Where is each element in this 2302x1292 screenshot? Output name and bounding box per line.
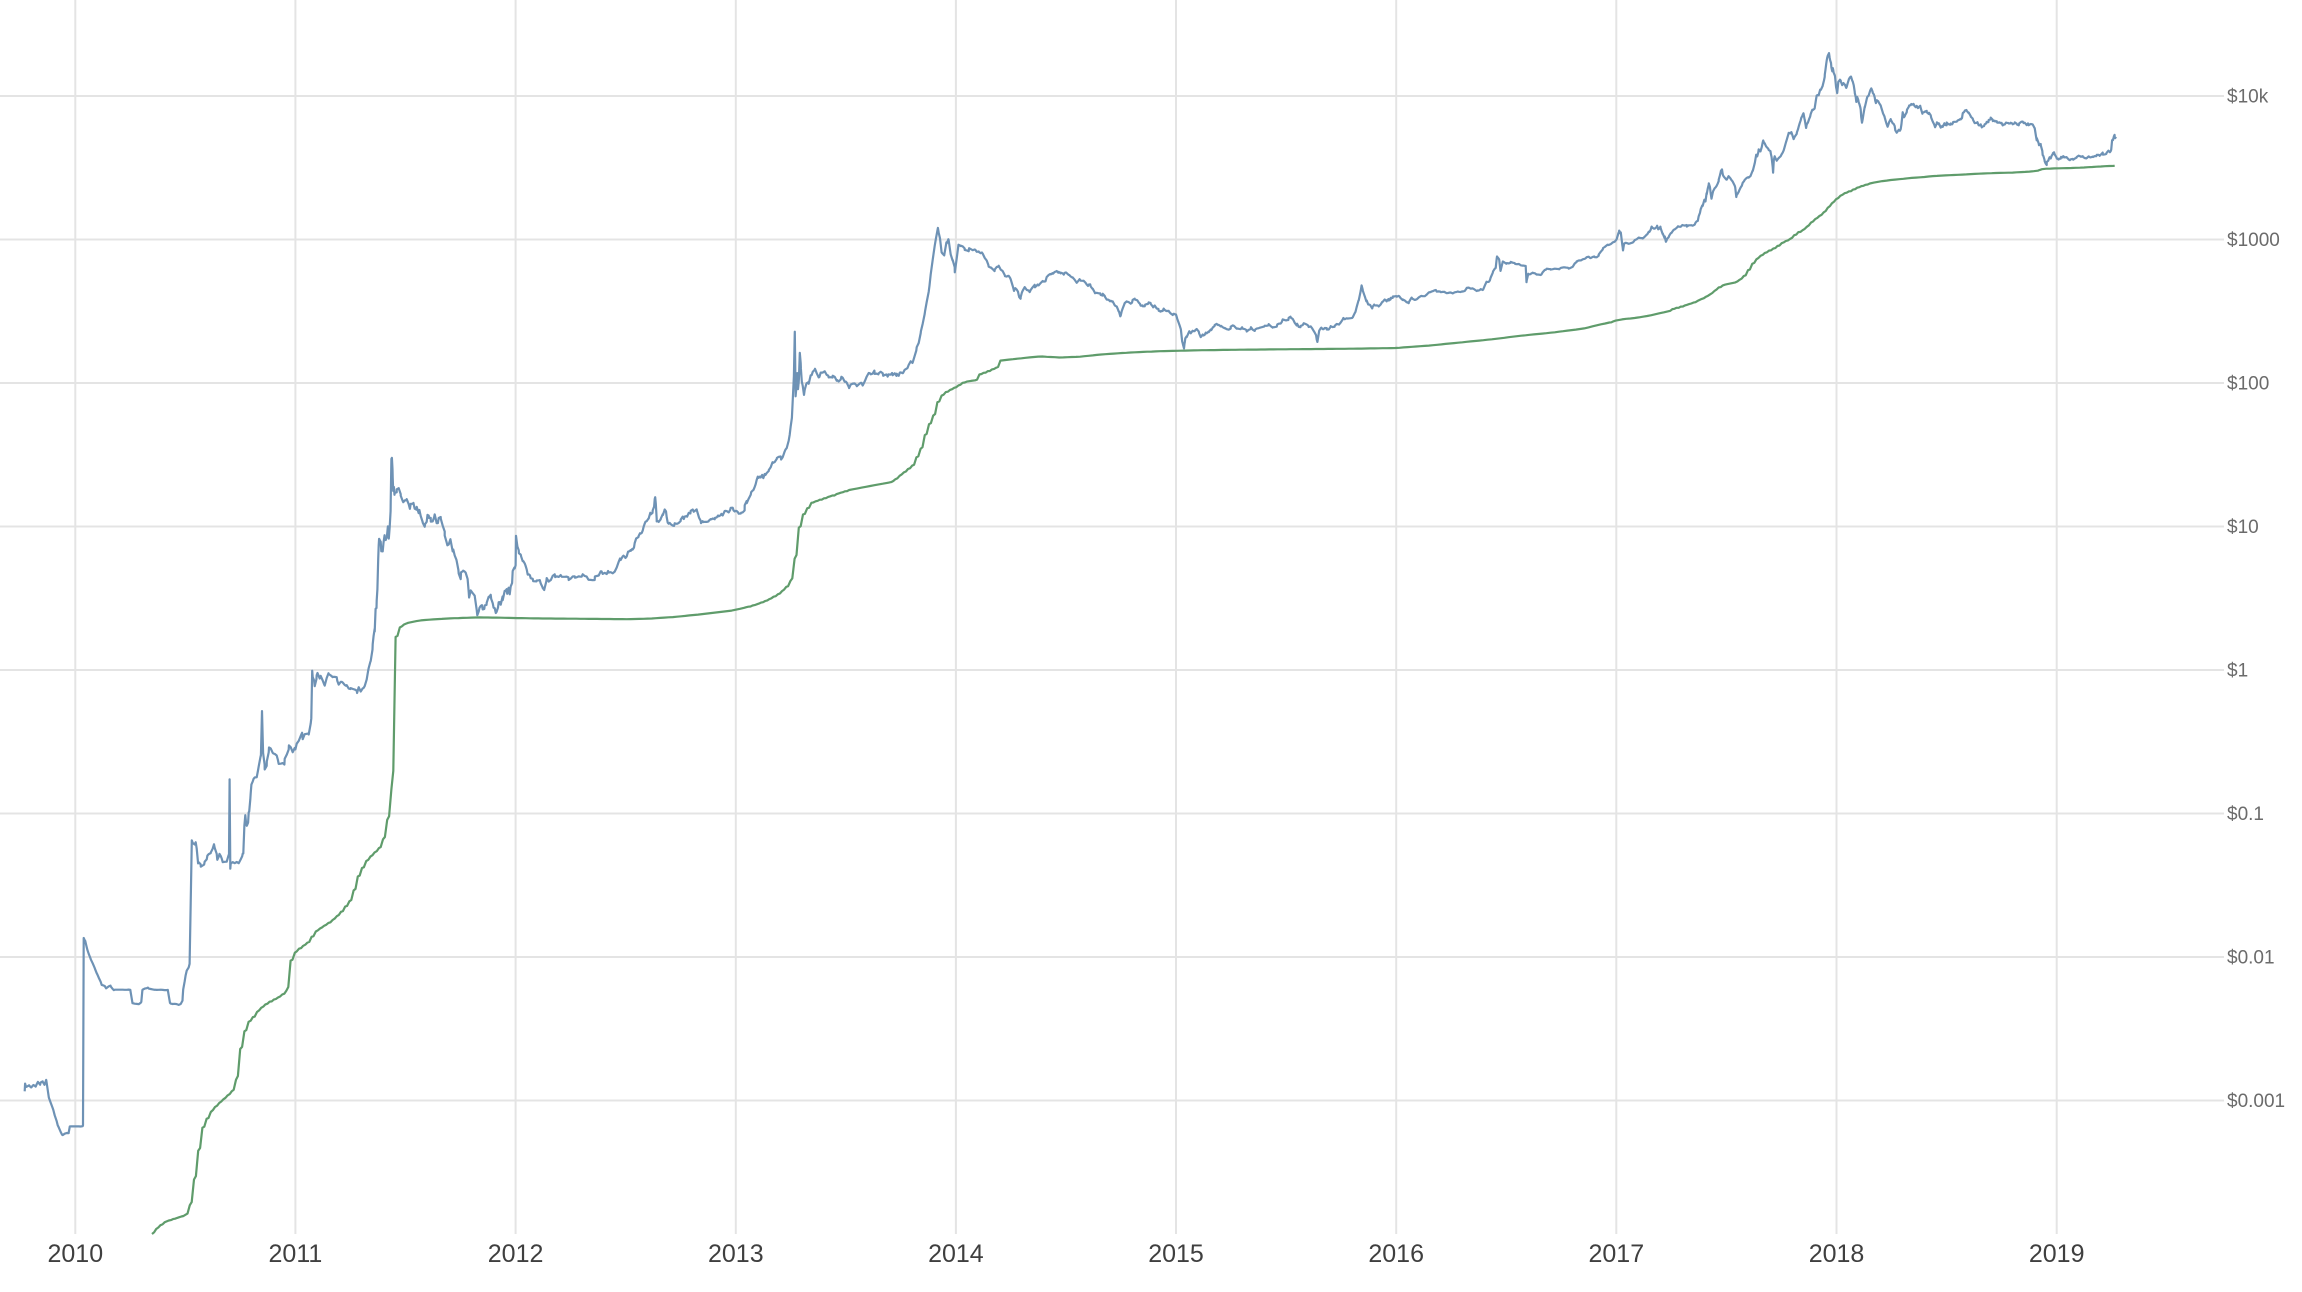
- svg-text:2010: 2010: [47, 1240, 103, 1268]
- svg-text:2014: 2014: [928, 1240, 984, 1268]
- svg-text:$1000: $1000: [2227, 230, 2280, 251]
- svg-text:2018: 2018: [1809, 1240, 1865, 1268]
- svg-text:2019: 2019: [2029, 1240, 2085, 1268]
- svg-text:$1: $1: [2227, 661, 2248, 682]
- svg-text:2011: 2011: [269, 1240, 323, 1268]
- svg-text:$10: $10: [2227, 517, 2259, 538]
- svg-text:$100: $100: [2227, 374, 2269, 395]
- svg-text:2012: 2012: [488, 1240, 544, 1268]
- svg-text:$0.01: $0.01: [2227, 948, 2275, 969]
- svg-text:$0.001: $0.001: [2227, 1091, 2285, 1112]
- svg-text:$10k: $10k: [2227, 87, 2269, 108]
- svg-text:2015: 2015: [1148, 1240, 1204, 1268]
- svg-text:2016: 2016: [1368, 1240, 1424, 1268]
- svg-text:2013: 2013: [708, 1240, 764, 1268]
- svg-text:2017: 2017: [1588, 1240, 1644, 1268]
- svg-text:$0.1: $0.1: [2227, 804, 2264, 825]
